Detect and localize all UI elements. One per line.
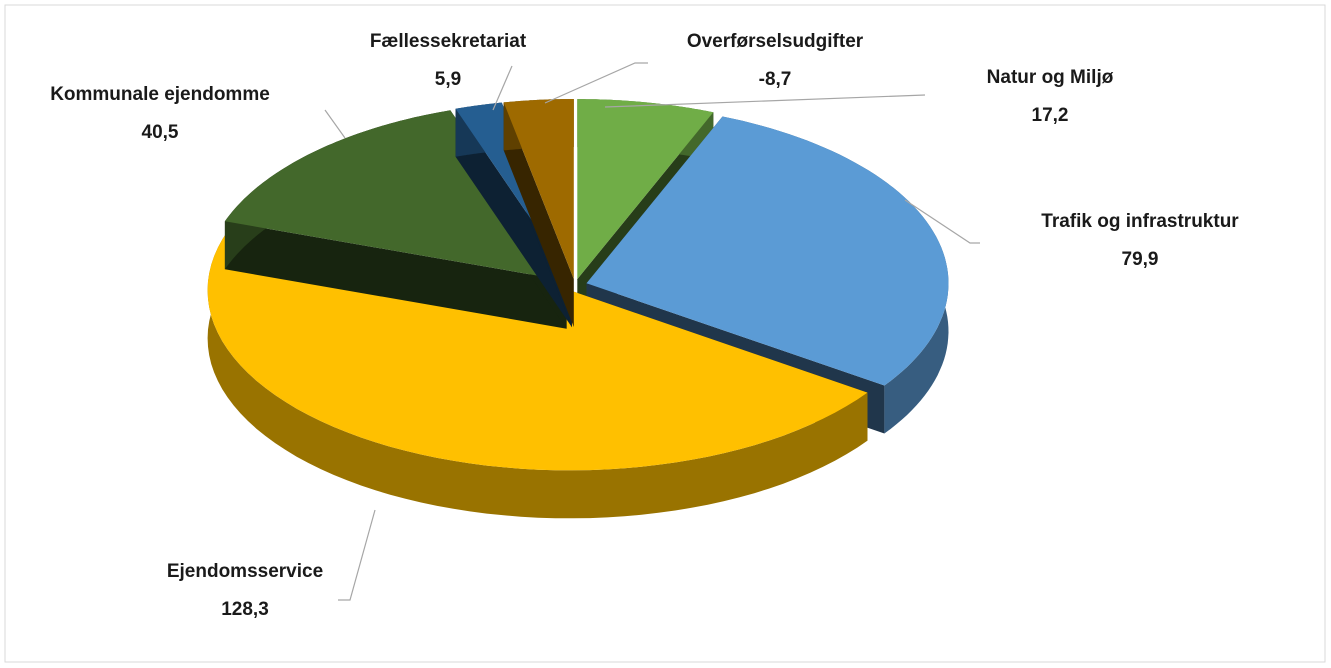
slice-label: Fællessekretariat <box>370 31 527 52</box>
leader-line <box>604 94 926 108</box>
slice-label: Natur og Miljø <box>987 67 1114 88</box>
leader-line <box>324 109 346 139</box>
slice-value: 128,3 <box>221 599 269 620</box>
slice-label: Ejendomsservice <box>167 561 323 582</box>
slice-value: 5,9 <box>435 69 461 90</box>
slice-wall <box>224 221 567 329</box>
slice-wall <box>503 102 574 328</box>
leader-line <box>338 509 376 601</box>
slice-wall <box>455 108 572 328</box>
leader-line <box>904 199 980 244</box>
slice-top <box>586 116 949 386</box>
slice-top <box>503 99 574 279</box>
slice-top <box>577 99 714 280</box>
slice-value: 17,2 <box>1032 105 1069 126</box>
slice-value: 79,9 <box>1122 249 1159 270</box>
slice-side <box>207 230 868 519</box>
slice-label: Kommunale ejendomme <box>50 84 270 105</box>
slice-label: Overførselsudgifter <box>687 31 864 52</box>
leader-line <box>544 62 648 104</box>
slice-label: Trafik og infrastruktur <box>1041 211 1239 232</box>
leader-line <box>492 65 513 111</box>
slice <box>503 99 574 328</box>
slice-top <box>224 110 567 281</box>
slice-value: 40,5 <box>142 122 179 143</box>
slice-value: -8,7 <box>759 69 792 90</box>
